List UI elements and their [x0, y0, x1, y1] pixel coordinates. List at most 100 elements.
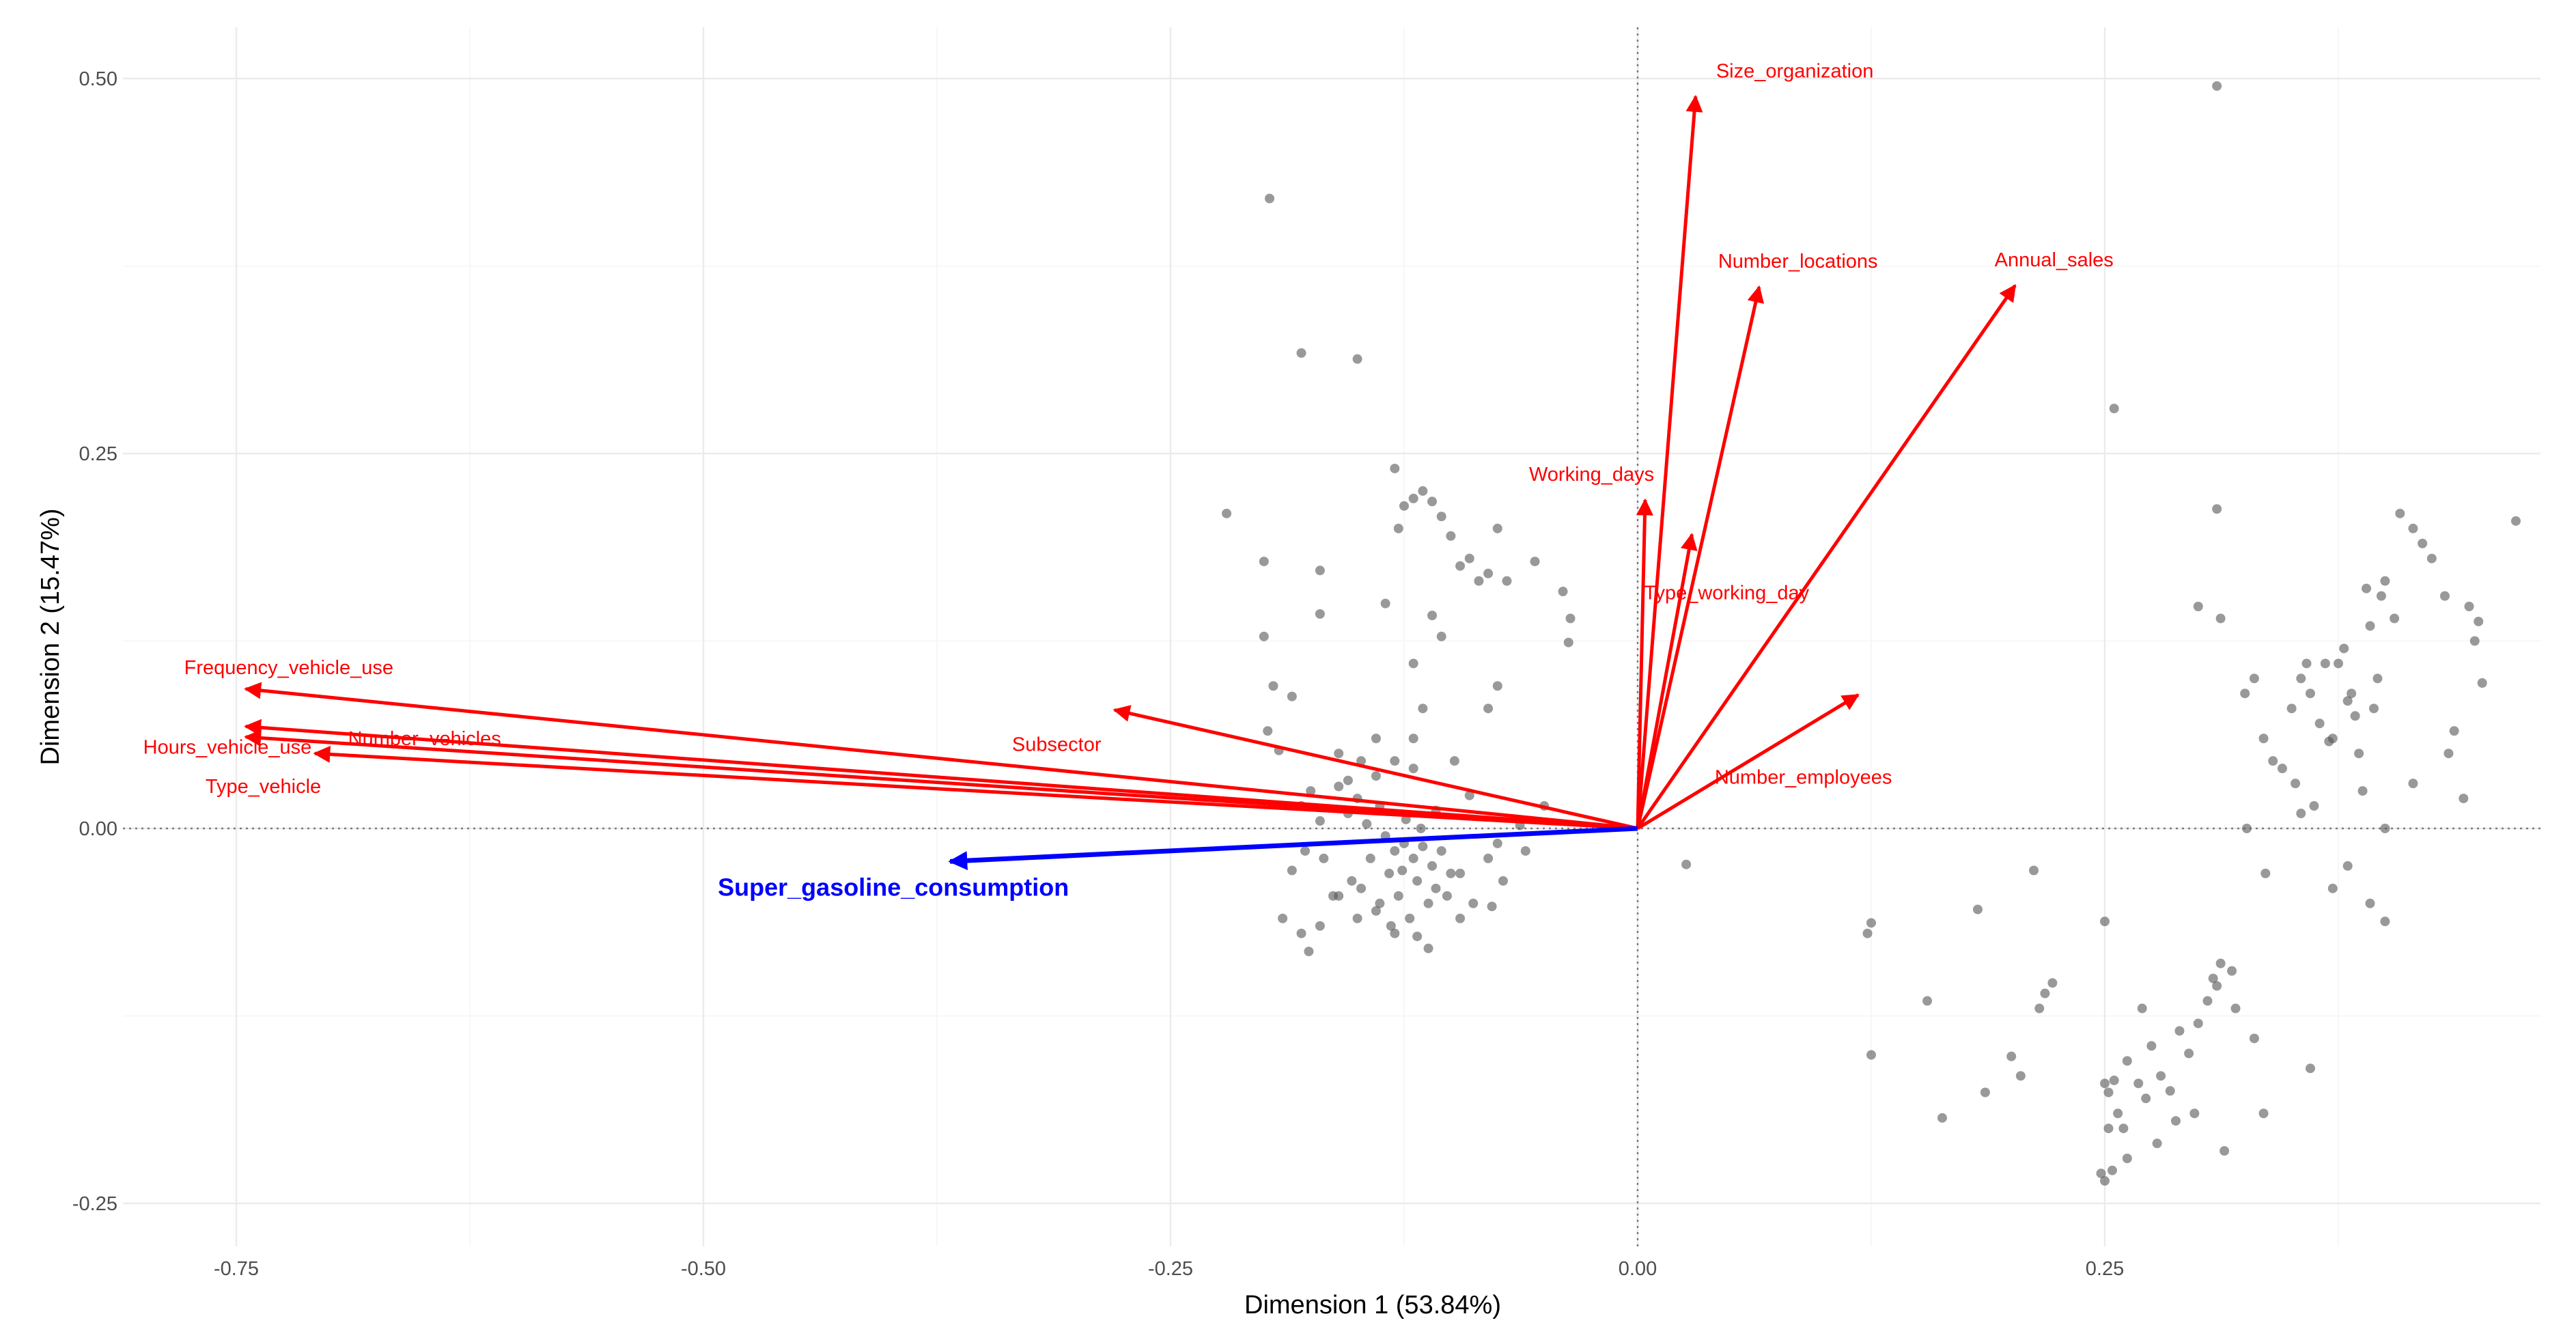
- data-point: [1408, 853, 1418, 863]
- arrow-subsector: [1112, 705, 1638, 830]
- data-point: [2444, 749, 2454, 759]
- y-axis-title: Dimension 2 (15.47%): [36, 509, 65, 766]
- data-point: [1492, 681, 1502, 691]
- variable-arrows: [244, 94, 2017, 871]
- data-point: [1464, 553, 1474, 563]
- data-point: [1866, 918, 1876, 928]
- data-point: [2215, 613, 2226, 624]
- data-point: [1502, 576, 1512, 586]
- data-point: [1408, 493, 1418, 503]
- data-point: [1455, 868, 1466, 878]
- data-point: [2380, 824, 2390, 833]
- arrow-number-vehicles: [244, 729, 1638, 830]
- data-point: [2296, 809, 2306, 819]
- data-point: [1498, 876, 1509, 886]
- data-point: [1352, 354, 1362, 364]
- data-point: [2342, 696, 2353, 706]
- arrow-size-organization: [1636, 94, 1703, 829]
- data-point: [1455, 913, 1466, 923]
- data-point: [2212, 504, 2222, 514]
- data-point: [2354, 749, 2364, 759]
- data-point: [2301, 658, 2312, 669]
- data-point: [1431, 883, 1441, 893]
- data-point: [1306, 786, 1316, 796]
- data-point: [2109, 404, 2119, 414]
- data-point: [2249, 673, 2259, 684]
- data-point: [1352, 913, 1362, 923]
- data-point: [1483, 853, 1494, 863]
- data-point: [1263, 726, 1273, 736]
- x-tick-label: 0.00: [1619, 1258, 1657, 1280]
- data-point: [1365, 853, 1375, 863]
- data-point: [1558, 587, 1568, 597]
- data-point: [1980, 1087, 1990, 1098]
- data-point: [2357, 786, 2368, 796]
- data-point: [2286, 703, 2297, 714]
- data-point: [1315, 921, 1325, 931]
- data-point: [1334, 749, 1344, 759]
- data-point: [2258, 734, 2269, 744]
- data-point: [2510, 516, 2521, 526]
- data-point: [1412, 932, 1423, 942]
- label-number-locations: Number_locations: [1718, 251, 1878, 273]
- data-point: [2305, 688, 2315, 699]
- data-point: [2137, 1003, 2147, 1014]
- data-point: [2047, 978, 2058, 988]
- data-point: [1446, 531, 1456, 541]
- data-point: [1423, 943, 1433, 953]
- data-point: [2113, 1108, 2123, 1119]
- data-point: [1222, 508, 1232, 518]
- data-point: [2100, 917, 2110, 927]
- data-point: [2122, 1056, 2132, 1066]
- data-point: [1474, 576, 1484, 586]
- data-point: [1380, 598, 1390, 609]
- data-point: [1296, 348, 1306, 358]
- data-point: [1446, 868, 1456, 878]
- data-point: [1278, 913, 1288, 923]
- arrow-number-locations: [1636, 285, 1765, 829]
- arrow-super-gasoline-consumption: [948, 826, 1638, 871]
- data-point: [2202, 996, 2213, 1006]
- data-point: [1922, 996, 1933, 1006]
- arrow-hours-vehicle-use: [244, 718, 1638, 830]
- data-point: [1427, 497, 1438, 507]
- data-point: [2212, 81, 2222, 91]
- data-point: [1681, 859, 1692, 869]
- data-point: [2189, 1108, 2200, 1119]
- data-point: [2040, 988, 2050, 998]
- data-point: [2449, 726, 2459, 736]
- arrow-working-days: [1636, 498, 1653, 829]
- data-point: [2103, 1087, 2114, 1098]
- data-point: [1304, 947, 1314, 957]
- data-point: [2395, 508, 2405, 518]
- data-point: [1418, 841, 1428, 852]
- data-point: [2107, 1165, 2117, 1175]
- data-point: [2096, 1169, 2106, 1179]
- arrow-frequency-vehicle-use: [244, 682, 1638, 830]
- data-point: [2380, 576, 2390, 586]
- data-point: [2258, 1108, 2269, 1119]
- data-point: [1563, 637, 1573, 647]
- data-point: [2015, 1071, 2026, 1081]
- data-point: [2305, 1063, 2315, 1074]
- data-point: [1399, 501, 1409, 511]
- data-point: [1287, 865, 1297, 876]
- x-axis-title: Dimension 1 (53.84%): [1244, 1291, 1501, 1319]
- data-point: [2365, 898, 2375, 908]
- label-size-organization: Size_organization: [1716, 60, 1874, 82]
- data-point: [1423, 898, 1433, 908]
- x-tick-label: -0.75: [214, 1258, 259, 1280]
- label-working-days: Working_days: [1529, 464, 1654, 486]
- data-point: [2372, 673, 2383, 684]
- label-type-working-day: Type_working_day: [1644, 583, 1809, 604]
- data-point: [2408, 523, 2418, 533]
- data-point: [1362, 819, 1372, 829]
- data-point: [1371, 734, 1381, 744]
- data-point: [1296, 928, 1306, 938]
- data-point: [1492, 838, 1502, 848]
- data-point: [1866, 1050, 1876, 1060]
- grid: [123, 27, 2540, 1246]
- data-point: [1347, 876, 1357, 886]
- data-point: [1384, 868, 1395, 878]
